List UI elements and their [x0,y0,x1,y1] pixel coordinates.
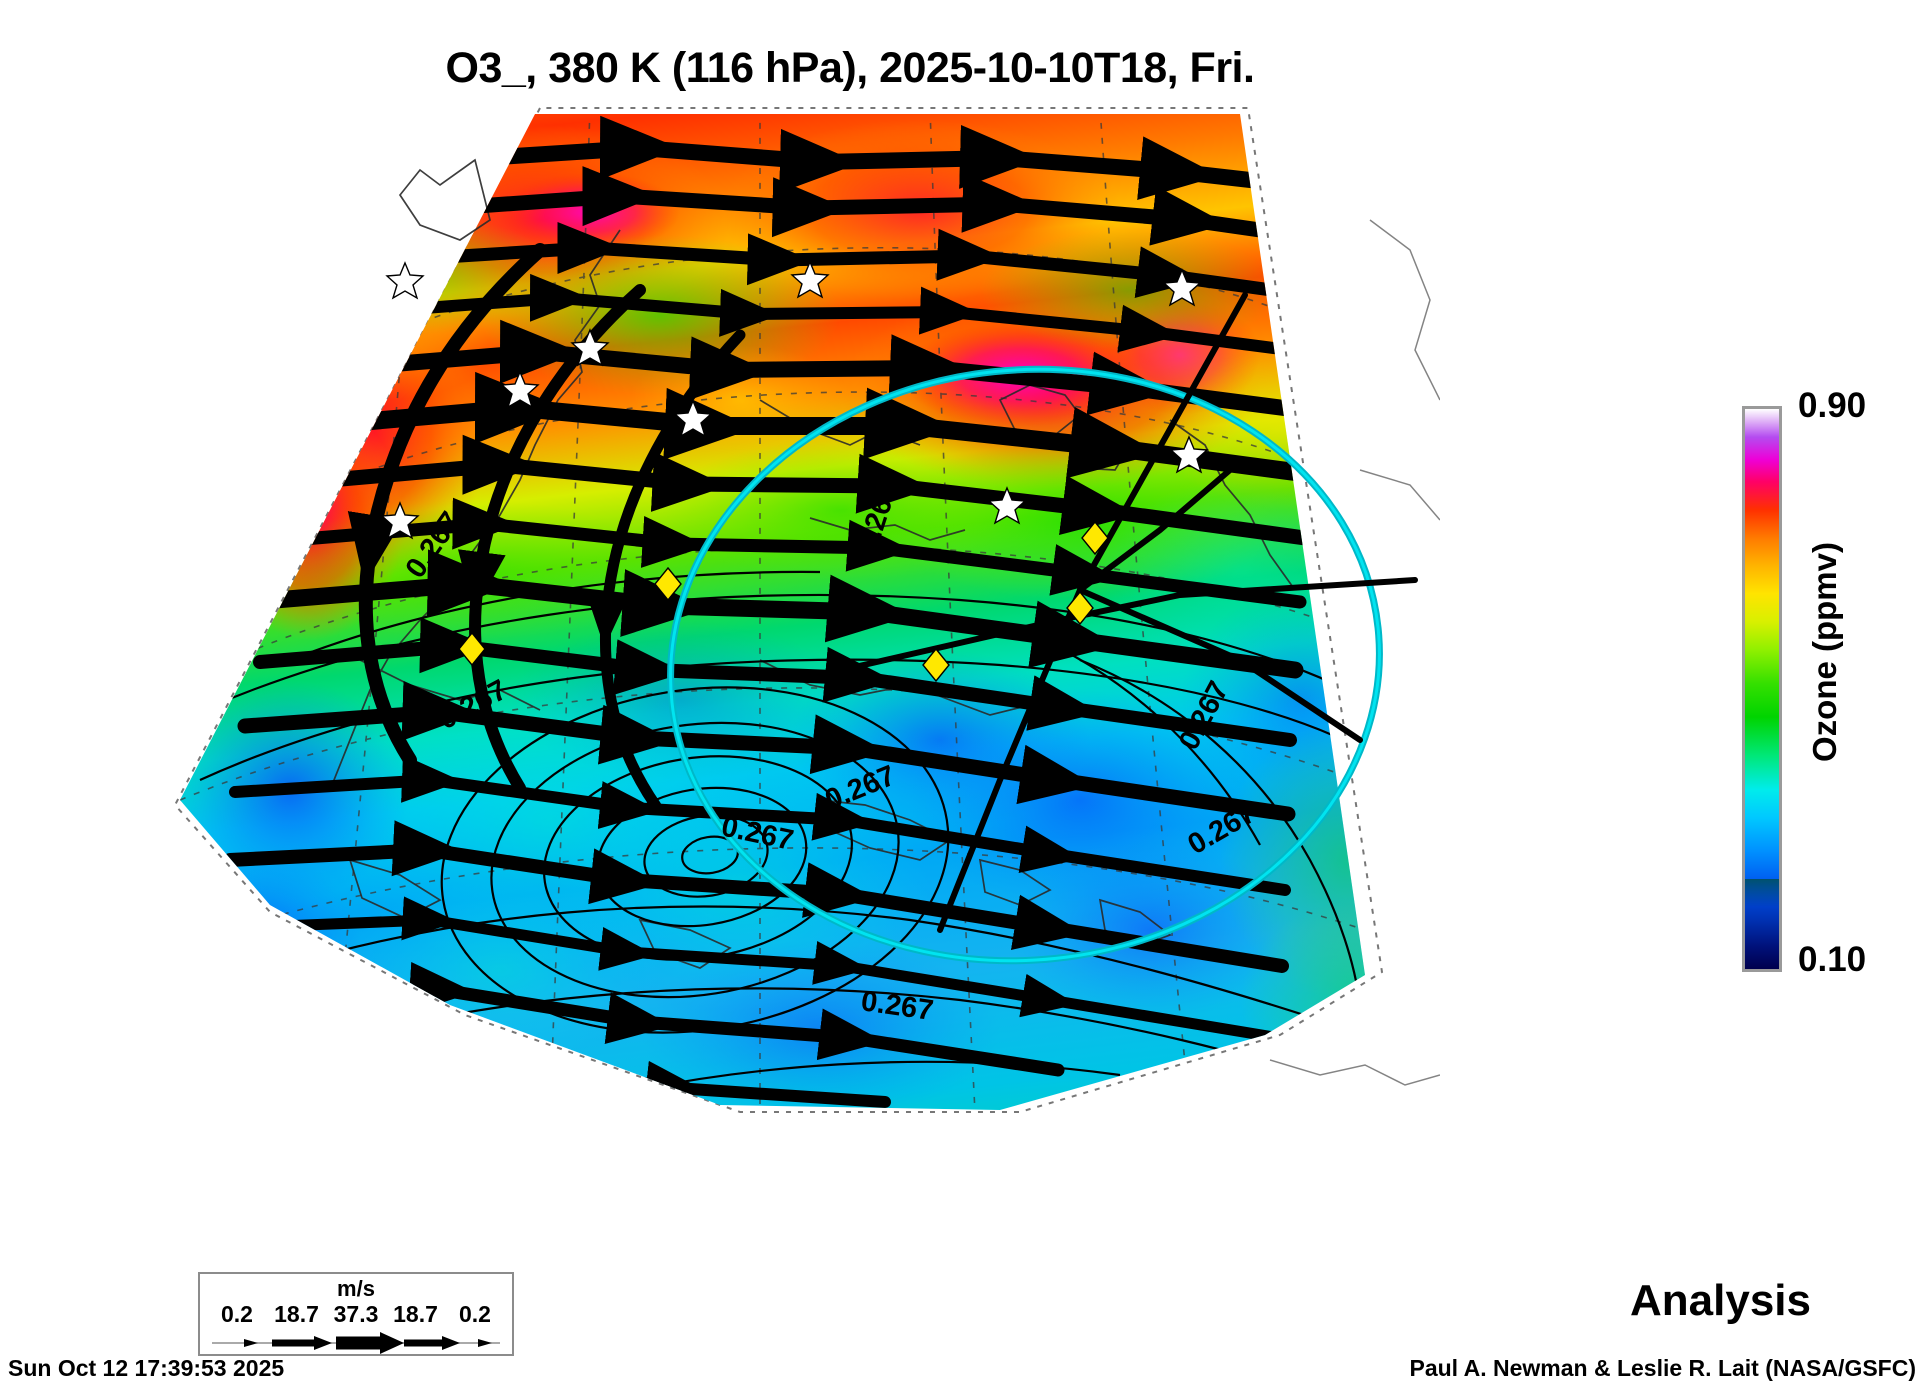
wind-key-value: 18.7 [393,1301,438,1327]
wind-key-unit-label: m/s [337,1276,375,1301]
colorbar: 0.90 0.10 Ozone (ppmv) [1742,386,1912,982]
page-title: O3_, 380 K (116 hPa), 2025-10-10T18, Fri… [445,44,1255,92]
wind-key-value: 0.2 [221,1301,253,1327]
wind-speed-key: m/s 0.2 18.7 37.3 18.7 0.2 [198,1272,514,1356]
wind-key-value: 0.2 [459,1301,491,1327]
station-markers-yellow[interactable] [458,520,1109,683]
range-circle [667,365,1383,965]
colorbar-max-label: 0.90 [1798,386,1867,425]
wind-key-arrow-scale [212,1332,500,1354]
colorbar-gradient [1742,406,1782,972]
wind-key-value: 37.3 [333,1301,379,1327]
wind-streamlines [223,115,1338,1109]
colorbar-min-label: 0.10 [1798,940,1867,979]
wind-key-value: 18.7 [274,1301,319,1327]
map-plot-area[interactable]: 0.267 0.267 0.267 0.267 0.267 0.267 0.26… [120,100,1440,1280]
generated-timestamp: Sun Oct 12 17:39:53 2025 [8,1355,285,1381]
colorbar-axis-title: Ozone (ppmv) [1806,542,1843,762]
ozone-contour-fill [180,114,1365,1110]
flight-tracks [817,292,1418,933]
map-svg: 0.267 0.267 0.267 0.267 0.267 0.267 0.26… [173,107,1440,1113]
credits-label: Paul A. Newman & Leslie R. Lait (NASA/GS… [1409,1355,1916,1381]
station-markers-white[interactable] [380,260,1209,540]
wind-key-values: 0.2 18.7 37.3 18.7 0.2 [208,1301,504,1328]
analysis-label: Analysis [1630,1276,1811,1325]
